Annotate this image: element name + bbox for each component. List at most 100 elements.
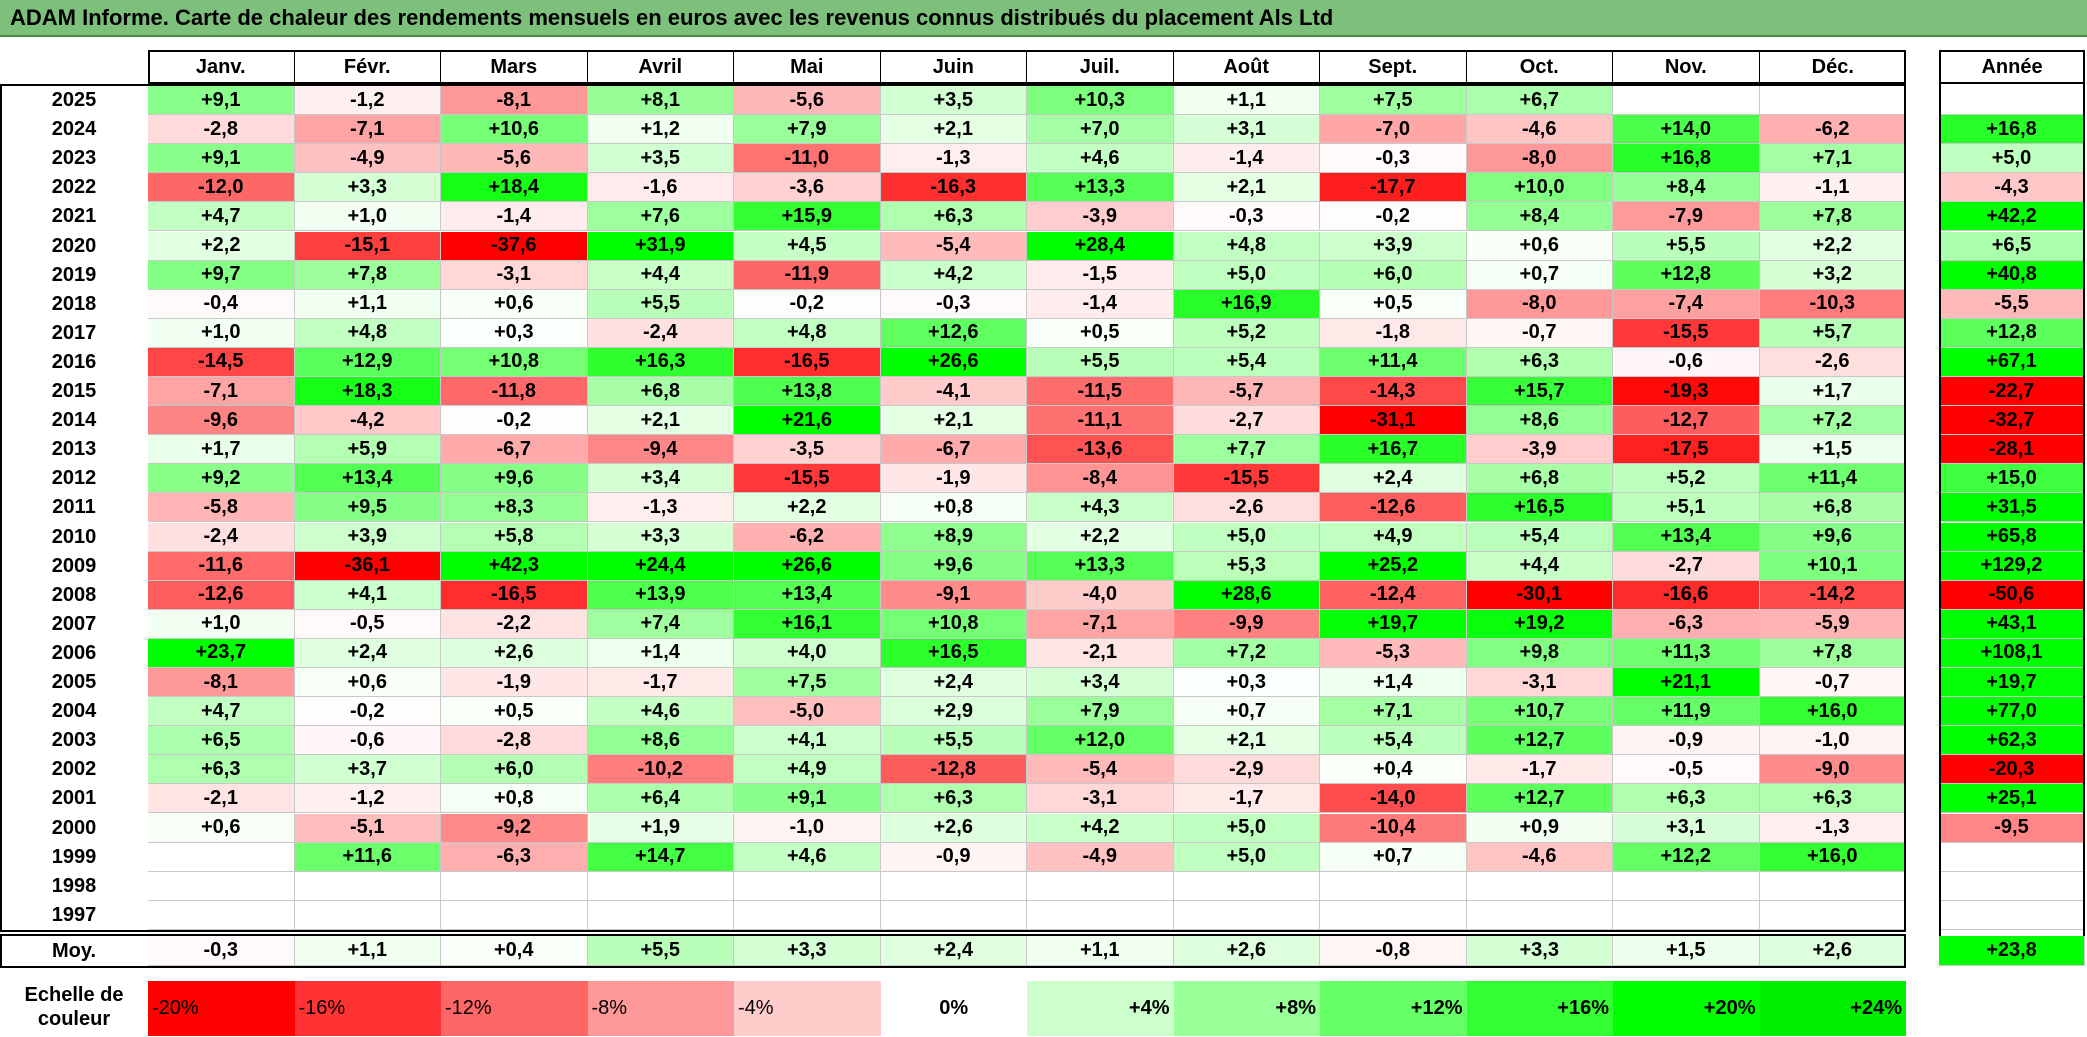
- year-label: 2017: [51, 321, 97, 344]
- heatmap-cell: -2,8: [148, 115, 295, 145]
- heatmap-cell: [587, 871, 734, 901]
- heatmap-cell: -2,8: [441, 726, 588, 756]
- heatmap-cell: +2,4: [294, 638, 441, 668]
- heatmap-cell: +0,6: [294, 668, 441, 698]
- heatmap-cell: +5,5: [587, 289, 734, 319]
- heatmap-cell: +8,9: [880, 522, 1027, 552]
- heatmap-cell: -4,6: [1466, 842, 1613, 872]
- heatmap-cell: -0,4: [148, 289, 295, 319]
- heatmap-cell: -2,1: [1027, 638, 1174, 668]
- heatmap-cell: +10,3: [1027, 86, 1174, 116]
- heatmap-cell: +1,1: [1173, 86, 1320, 116]
- heatmap-cell: +7,1: [1320, 697, 1467, 727]
- heatmap-cell: +21,1: [1613, 668, 1760, 698]
- heatmap-cell: -4,6: [1466, 115, 1613, 145]
- heatmap-cell: -10,3: [1759, 289, 1906, 319]
- heatmap-cell: +3,7: [294, 755, 441, 785]
- heatmap-cell: -1,8: [1320, 318, 1467, 348]
- heatmap-cell: +14,0: [1613, 115, 1760, 145]
- annual-cell: +31,5: [1939, 493, 2085, 523]
- avg-cell: -0,8: [1320, 936, 1467, 966]
- heatmap-cell: +10,8: [880, 609, 1027, 639]
- month-header: Févr.: [295, 50, 441, 84]
- heatmap-cell: -0,5: [1613, 755, 1760, 785]
- heatmap-cell: +3,4: [1027, 668, 1174, 698]
- heatmap-cell: +16,8: [1613, 144, 1760, 174]
- heatmap-cell: +10,7: [1466, 697, 1613, 727]
- heatmap-cell: [441, 871, 588, 901]
- heatmap-cell: +8,3: [441, 493, 588, 523]
- heatmap-cell: -5,4: [880, 231, 1027, 261]
- month-header: Sept.: [1320, 50, 1467, 84]
- heatmap-cell: -15,5: [1173, 464, 1320, 494]
- heatmap-cell: -5,1: [294, 813, 441, 843]
- heatmap-cell: +12,7: [1466, 784, 1613, 814]
- heatmap-cell: +11,9: [1613, 697, 1760, 727]
- year-label: 2012: [51, 467, 97, 490]
- heatmap-cell: [1320, 871, 1467, 901]
- heatmap-cell: -14,0: [1320, 784, 1467, 814]
- heatmap-cell: -16,5: [441, 580, 588, 610]
- heatmap-cell: +1,0: [148, 318, 295, 348]
- heatmap-cell: +7,5: [1320, 86, 1467, 116]
- heatmap-cell: +13,9: [587, 580, 734, 610]
- year-label: 2024: [51, 118, 97, 141]
- heatmap-cell: -8,1: [441, 86, 588, 116]
- heatmap-cell: +9,1: [734, 784, 881, 814]
- heatmap-cell: +19,7: [1320, 609, 1467, 639]
- heatmap-cell: -14,3: [1320, 377, 1467, 407]
- heatmap-cell: +7,7: [1173, 435, 1320, 465]
- heatmap-cell: -7,9: [1613, 202, 1760, 232]
- heatmap-cell: +9,1: [148, 86, 295, 116]
- heatmap-cell: -2,1: [148, 784, 295, 814]
- heatmap-cell: +16,0: [1759, 842, 1906, 872]
- heatmap-cell: +5,5: [1027, 347, 1174, 377]
- heatmap-cell: [1027, 900, 1174, 930]
- avg-cell: +2,6: [1173, 936, 1320, 966]
- heatmap-cell: +6,3: [1613, 784, 1760, 814]
- heatmap-cell: +9,6: [880, 551, 1027, 581]
- heatmap-cell: -7,0: [1320, 115, 1467, 145]
- heatmap-cell: -0,2: [734, 289, 881, 319]
- heatmap-cell: +4,2: [880, 260, 1027, 290]
- heatmap-cell: -3,9: [1027, 202, 1174, 232]
- heatmap-cell: +18,4: [441, 173, 588, 203]
- heatmap-cell: +2,1: [880, 406, 1027, 436]
- heatmap-cell: +2,2: [1759, 231, 1906, 261]
- heatmap-cell: +4,6: [587, 697, 734, 727]
- avg-label: Moy.: [51, 939, 97, 962]
- heatmap-cell: +5,0: [1173, 813, 1320, 843]
- annual-cell: +16,8: [1939, 115, 2085, 145]
- year-label: 2004: [51, 700, 97, 723]
- heatmap-cell: -2,6: [1173, 493, 1320, 523]
- heatmap-cell: +1,9: [587, 813, 734, 843]
- heatmap-cell: +5,5: [880, 726, 1027, 756]
- heatmap-cell: +13,3: [1027, 551, 1174, 581]
- heatmap-cell: +6,8: [587, 377, 734, 407]
- heatmap-cell: +2,1: [1173, 726, 1320, 756]
- heatmap-cell: +0,7: [1173, 697, 1320, 727]
- heatmap-cell: +1,4: [587, 638, 734, 668]
- heatmap-cell: +12,6: [880, 318, 1027, 348]
- heatmap-cell: -10,2: [587, 755, 734, 785]
- heatmap-cell: +16,0: [1759, 697, 1906, 727]
- heatmap-cell: -1,0: [734, 813, 881, 843]
- heatmap-cell: -10,4: [1320, 813, 1467, 843]
- month-header: Nov.: [1613, 50, 1760, 84]
- year-label: 1999: [51, 845, 97, 868]
- heatmap-cell: +8,6: [1466, 406, 1613, 436]
- heatmap-cell: +28,4: [1027, 231, 1174, 261]
- heatmap-cell: -1,3: [1759, 813, 1906, 843]
- color-scale-step: -12%: [441, 981, 588, 1036]
- heatmap-cell: -1,7: [1173, 784, 1320, 814]
- heatmap-cell: -4,1: [880, 377, 1027, 407]
- heatmap-cell: [734, 900, 881, 930]
- heatmap-cell: +18,3: [294, 377, 441, 407]
- heatmap-cell: -6,3: [441, 842, 588, 872]
- heatmap-cell: -15,5: [1613, 318, 1760, 348]
- heatmap-cell: +4,0: [734, 638, 881, 668]
- heatmap-cell: -13,6: [1027, 435, 1174, 465]
- heatmap-cell: +2,6: [880, 813, 1027, 843]
- heatmap-cell: -12,7: [1613, 406, 1760, 436]
- annual-cell: [1939, 900, 2085, 930]
